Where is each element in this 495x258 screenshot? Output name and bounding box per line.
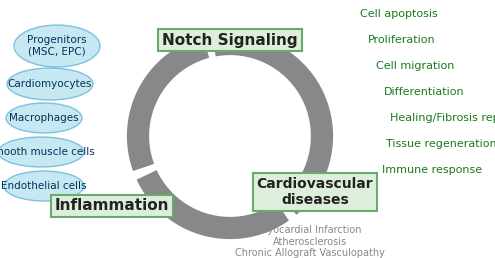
Ellipse shape xyxy=(7,68,93,100)
Text: Cell migration: Cell migration xyxy=(376,61,454,71)
Text: Immune response: Immune response xyxy=(382,165,482,175)
Text: Inflammation: Inflammation xyxy=(55,198,169,214)
Text: Atherosclerosis: Atherosclerosis xyxy=(273,237,347,247)
Ellipse shape xyxy=(14,25,100,67)
Text: Cell apoptosis: Cell apoptosis xyxy=(360,9,438,19)
Text: Endothelial cells: Endothelial cells xyxy=(1,181,87,191)
Text: Chronic Allograft Vasculopathy: Chronic Allograft Vasculopathy xyxy=(235,248,385,258)
Text: Proliferation: Proliferation xyxy=(368,35,436,45)
Text: Differentiation: Differentiation xyxy=(384,87,465,97)
Text: Myocardial Infarction: Myocardial Infarction xyxy=(259,225,361,235)
Text: Tissue regeneration: Tissue regeneration xyxy=(386,139,495,149)
Text: Healing/Fibrosis repair: Healing/Fibrosis repair xyxy=(390,113,495,123)
Ellipse shape xyxy=(6,103,82,133)
Ellipse shape xyxy=(4,171,84,201)
Text: Progenitors
(MSC, EPC): Progenitors (MSC, EPC) xyxy=(27,35,87,57)
Text: Cardiomyocytes: Cardiomyocytes xyxy=(8,79,92,89)
Text: Smooth muscle cells: Smooth muscle cells xyxy=(0,147,95,157)
Ellipse shape xyxy=(0,137,84,167)
Text: Macrophages: Macrophages xyxy=(9,113,79,123)
Text: Cardiovascular
diseases: Cardiovascular diseases xyxy=(257,177,373,207)
Text: Notch Signaling: Notch Signaling xyxy=(162,33,298,47)
